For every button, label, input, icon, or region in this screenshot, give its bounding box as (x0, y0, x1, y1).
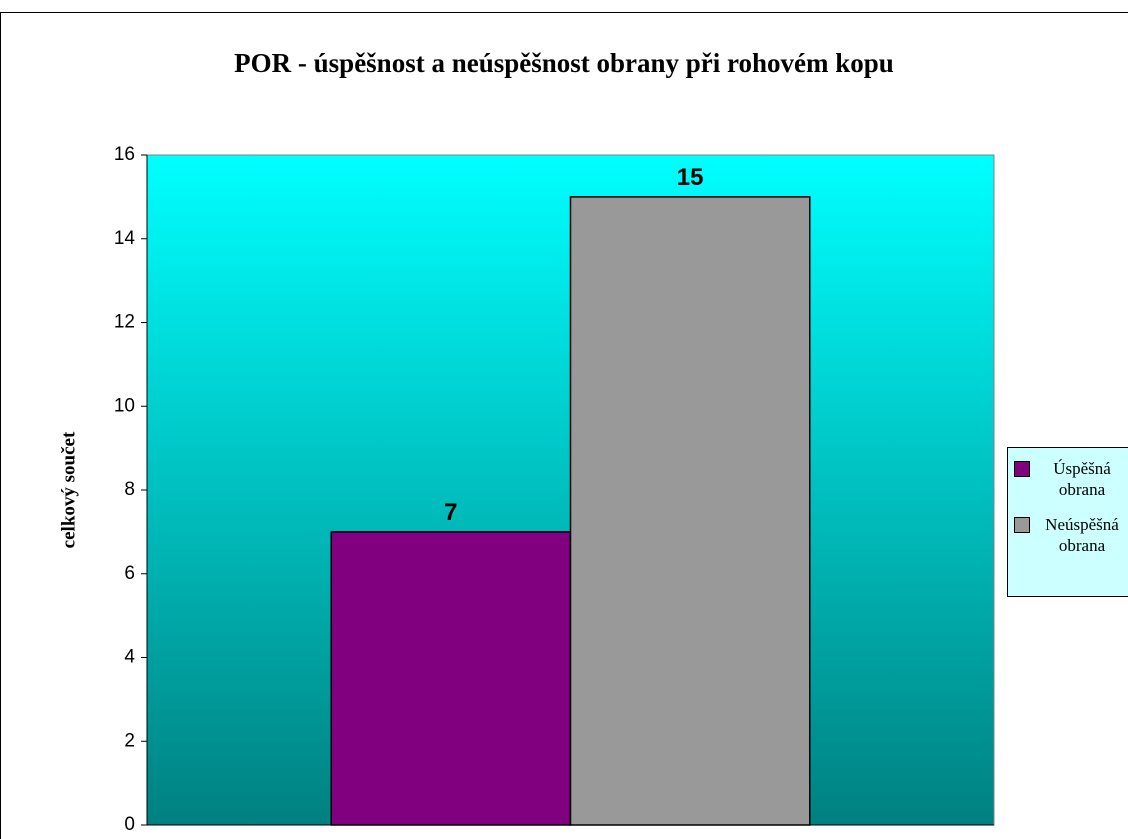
y-tick-label: 16 (114, 144, 135, 165)
legend: Úspěšná obrana Neúspěšná obrana (1007, 447, 1128, 597)
y-tick-label: 8 (124, 479, 135, 500)
y-tick-label: 14 (114, 228, 136, 249)
y-tick-label: 6 (124, 563, 135, 584)
legend-item: Úspěšná obrana (1014, 458, 1128, 500)
chart-title: POR - úspěšnost a neúspěšnost obrany při… (234, 48, 894, 78)
y-tick-label: 4 (124, 647, 135, 668)
data-label: 15 (677, 164, 704, 191)
data-label: 7 (444, 499, 457, 526)
bar (330, 531, 572, 826)
y-axis-label: celkový součet (58, 431, 79, 548)
y-tick-label: 0 (124, 814, 135, 835)
legend-label: Úspěšná obrana (1053, 459, 1111, 499)
y-tick-label: 12 (114, 312, 135, 333)
legend-item: Neúspěšná obrana (1014, 514, 1128, 556)
y-tick-label: 10 (114, 395, 135, 416)
legend-swatch (1014, 461, 1030, 477)
legend-swatch (1014, 517, 1030, 533)
bar (569, 196, 811, 826)
y-tick-label: 2 (124, 730, 135, 751)
legend-label: Neúspěšná obrana (1045, 515, 1119, 555)
